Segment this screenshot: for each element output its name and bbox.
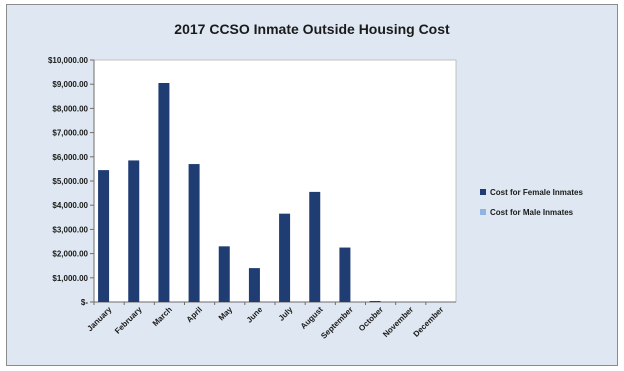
y-tick-label-3: $3,000.00 [52,225,88,234]
legend-label-male: Cost for Male Inmates [490,208,574,217]
bar-female-may [218,246,230,302]
x-tick-label-june: June [245,305,265,325]
legend-label-female: Cost for Female Inmates [490,188,583,197]
bar-female-july [279,213,291,302]
chart-title: 2017 CCSO Inmate Outside Housing Cost [174,21,450,37]
x-tick-label-february: February [113,305,144,336]
bar-female-june [248,268,260,302]
x-tick-label-may: May [217,305,235,323]
bar-female-april [188,164,200,302]
y-tick-label-10: $10,000.00 [48,56,89,65]
y-tick-label-6: $6,000.00 [52,153,88,162]
x-tick-label-april: April [185,305,204,324]
y-tick-label-7: $7,000.00 [52,129,88,138]
bar-female-august [309,191,321,302]
bar-female-september [339,247,351,302]
y-tick-label-4: $4,000.00 [52,201,88,210]
y-tick-label-1: $1,000.00 [52,274,88,283]
y-tick-label-5: $5,000.00 [52,177,88,186]
x-tick-label-august: August [299,305,325,331]
bar-female-february [128,160,140,302]
x-tick-label-september: September [319,305,355,341]
y-tick-label-2: $2,000.00 [52,250,88,259]
y-tick-label-9: $9,000.00 [52,80,88,89]
y-tick-label-8: $8,000.00 [52,104,88,113]
x-tick-label-october: October [357,305,385,333]
x-tick-label-january: January [85,305,113,333]
plot-area [93,59,457,303]
x-tick-label-december: December [412,305,446,339]
bar-female-march [158,82,170,303]
bar-female-january [98,170,110,302]
y-tick-label-0: $- [81,298,88,307]
x-tick-label-november: November [381,305,415,339]
legend-swatch-male [480,209,486,215]
legend-swatch-female [480,189,486,195]
x-tick-label-july: July [277,305,295,323]
x-tick-label-march: March [151,305,174,328]
bar-female-october [369,301,381,302]
